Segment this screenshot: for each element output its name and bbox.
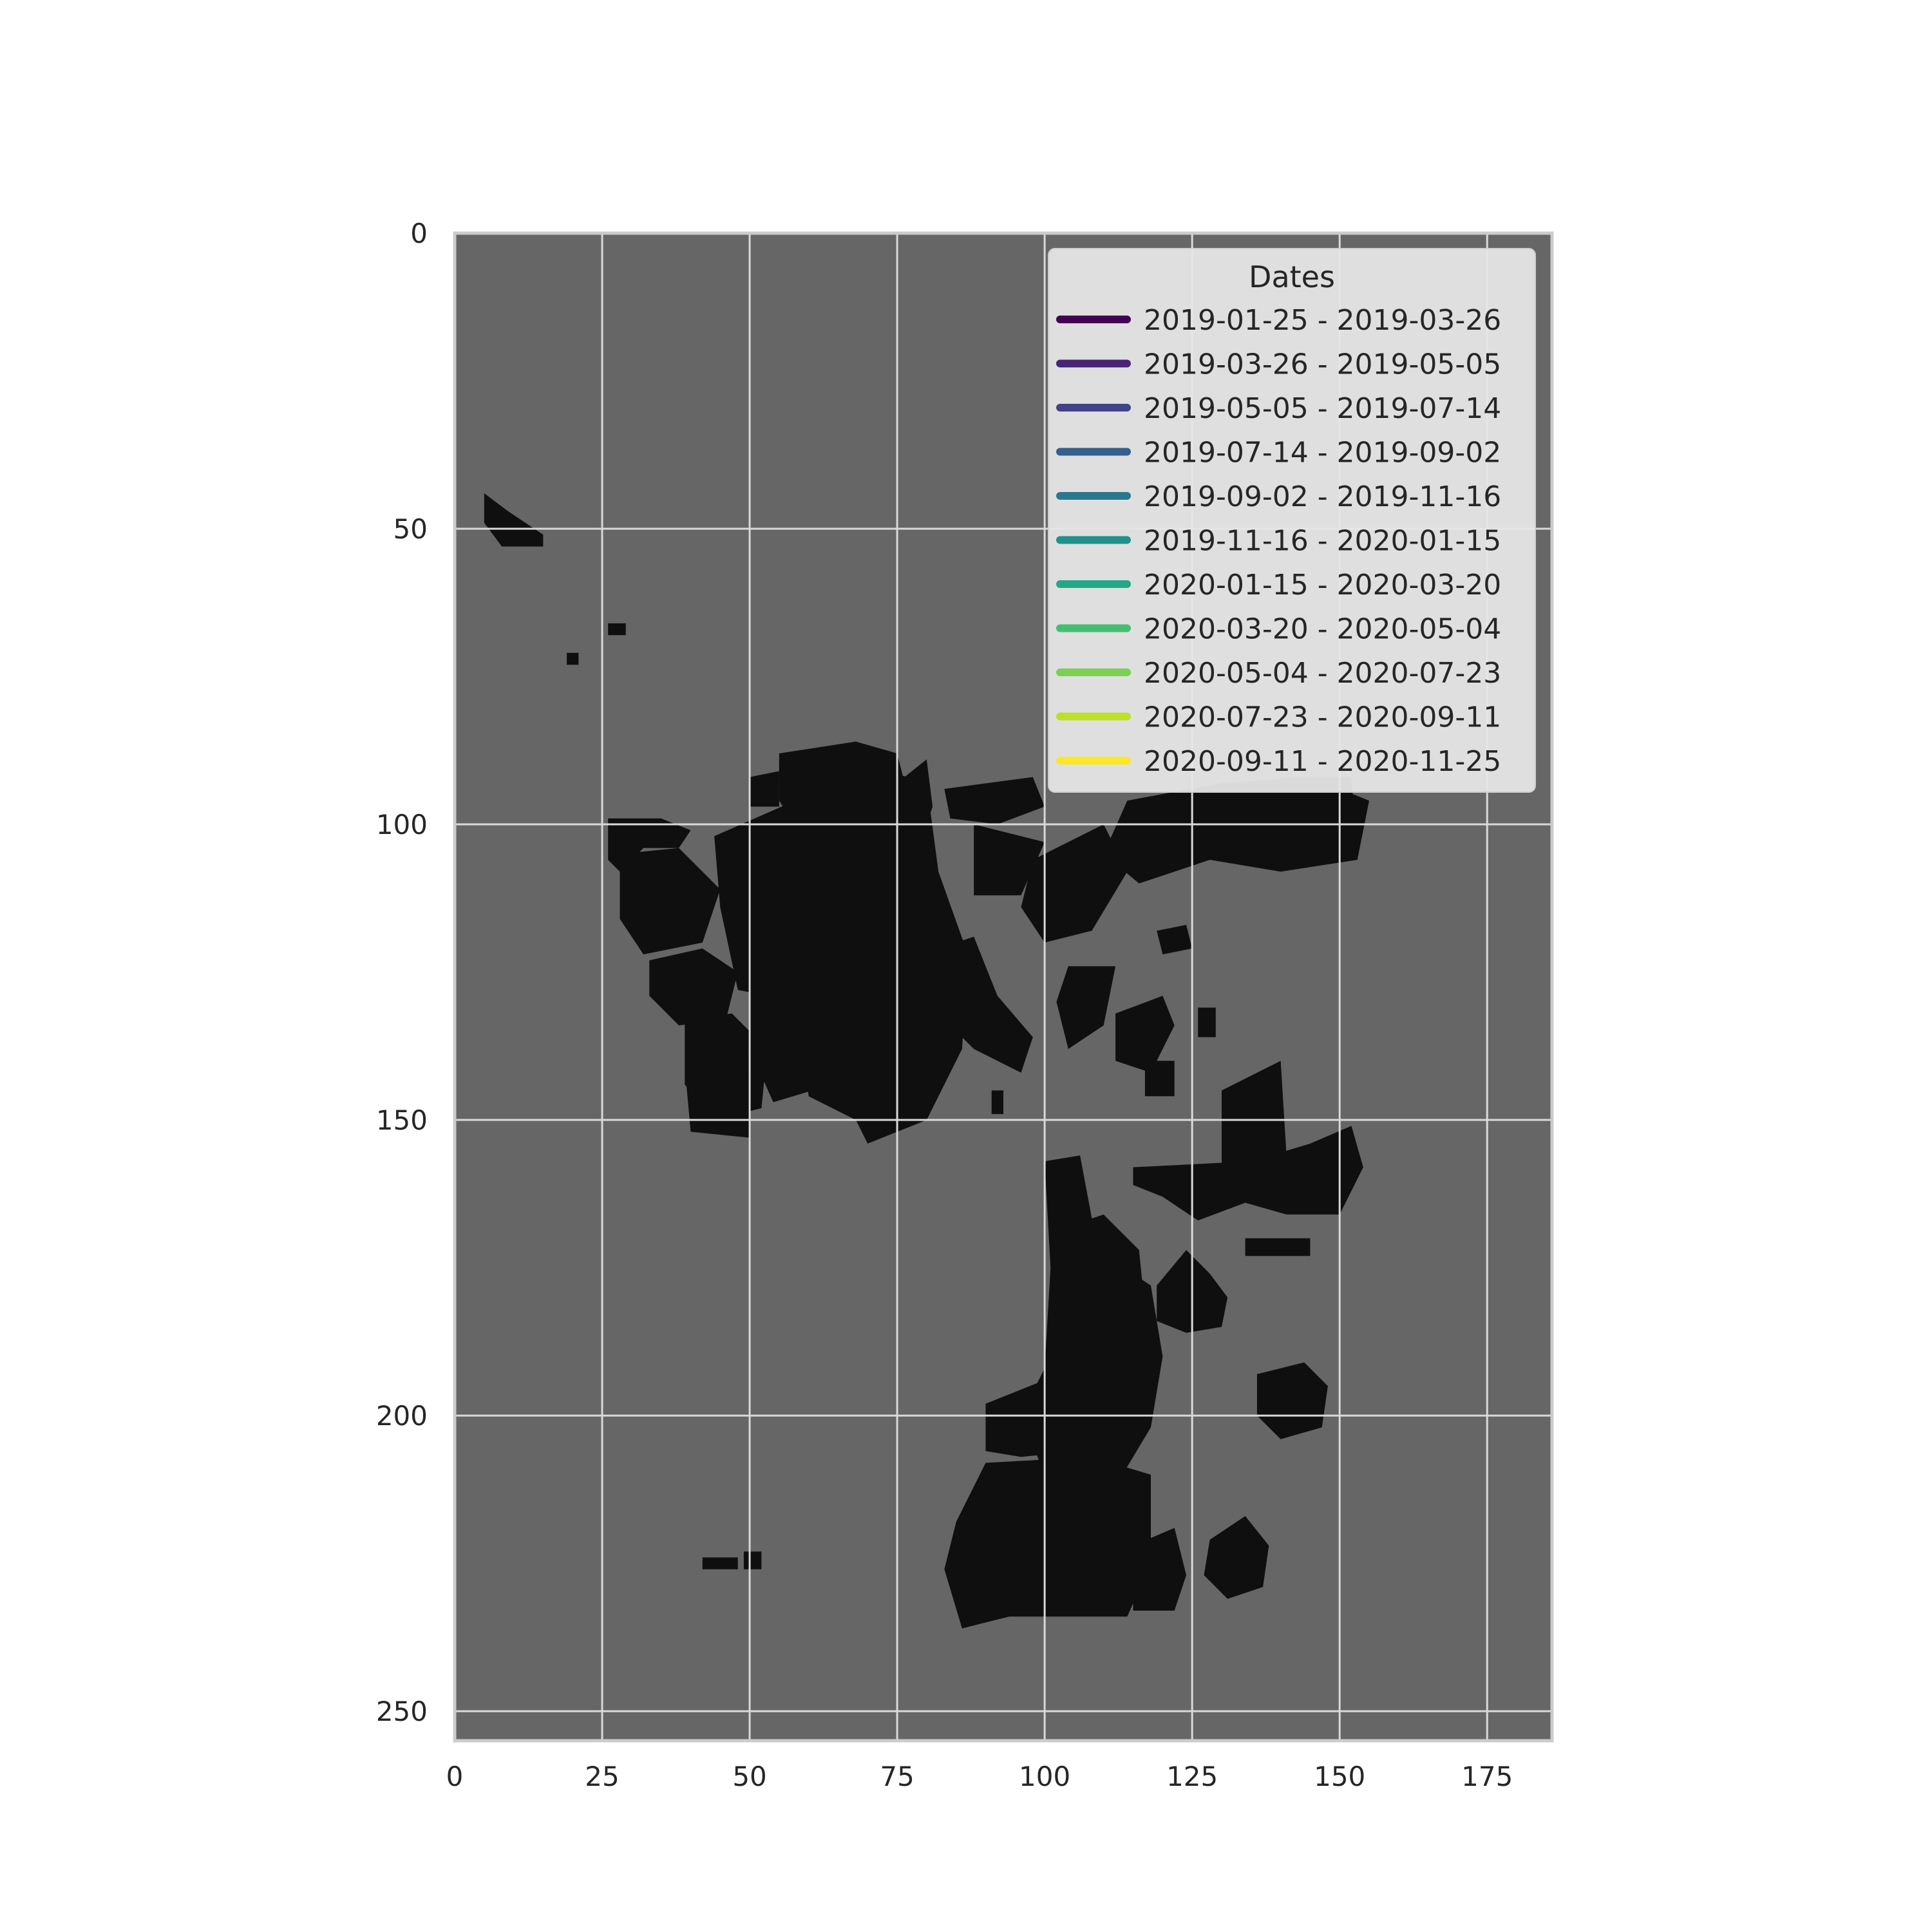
region-11 xyxy=(826,954,886,1026)
legend-label-9: 2020-07-23 - 2020-09-11 xyxy=(1144,701,1501,734)
region-42 xyxy=(743,1551,762,1569)
region-26 xyxy=(1139,1013,1163,1037)
y-tick-label-150: 150 xyxy=(376,1104,428,1136)
region-13 xyxy=(750,771,779,807)
region-0 xyxy=(484,493,544,547)
region-18 xyxy=(974,824,1045,896)
legend-label-4: 2019-09-02 - 2019-11-16 xyxy=(1144,480,1501,513)
legend-label-2: 2019-05-05 - 2019-07-14 xyxy=(1144,392,1501,425)
x-tick-label-100: 100 xyxy=(1019,1761,1070,1792)
region-31 xyxy=(1062,1214,1145,1404)
region-25 xyxy=(1144,1061,1175,1097)
region-44 xyxy=(567,652,579,665)
region-37 xyxy=(1227,1557,1251,1582)
region-15 xyxy=(879,1078,909,1097)
region-27 xyxy=(1198,1007,1216,1037)
region-41 xyxy=(702,1557,738,1569)
legend-title: Dates xyxy=(1249,260,1335,294)
region-23 xyxy=(1157,925,1193,954)
legend-label-6: 2020-01-15 - 2020-03-20 xyxy=(1144,569,1501,601)
legend-label-7: 2020-03-20 - 2020-05-04 xyxy=(1144,613,1501,646)
region-2 xyxy=(620,848,721,954)
x-tick-label-175: 175 xyxy=(1461,1761,1513,1792)
region-5 xyxy=(685,1066,750,1138)
x-tick-label-75: 75 xyxy=(880,1761,914,1792)
legend-label-1: 2019-03-26 - 2019-05-05 xyxy=(1144,348,1501,381)
region-45 xyxy=(991,1090,1003,1114)
y-tick-label-100: 100 xyxy=(376,809,428,840)
region-17 xyxy=(944,777,1045,824)
legend-label-10: 2020-09-11 - 2020-11-25 xyxy=(1144,745,1501,778)
region-16 xyxy=(938,936,1033,1073)
legend-label-0: 2019-01-25 - 2019-03-26 xyxy=(1144,304,1501,337)
y-tick-label-50: 50 xyxy=(393,513,428,545)
region-20 xyxy=(1056,966,1116,1049)
x-tick-label-125: 125 xyxy=(1166,1761,1218,1792)
region-35 xyxy=(1133,1528,1186,1611)
y-tick-label-200: 200 xyxy=(376,1400,428,1432)
plot-frame xyxy=(453,231,1554,1743)
region-34 xyxy=(944,1457,1151,1629)
legend-label-3: 2019-07-14 - 2019-09-02 xyxy=(1144,437,1501,469)
legend-box xyxy=(1048,248,1536,793)
region-19 xyxy=(1021,824,1128,943)
y-tick-label-0: 0 xyxy=(410,218,428,249)
region-3 xyxy=(649,948,738,1026)
y-tick-label-250: 250 xyxy=(376,1696,428,1727)
x-tick-label-0: 0 xyxy=(446,1761,464,1792)
x-tick-label-50: 50 xyxy=(732,1761,766,1792)
region-40 xyxy=(1245,1238,1311,1256)
region-22 xyxy=(1280,777,1358,860)
x-tick-label-150: 150 xyxy=(1314,1761,1365,1792)
region-12 xyxy=(891,759,933,860)
region-43 xyxy=(608,623,626,636)
legend-label-8: 2020-05-04 - 2020-07-23 xyxy=(1144,657,1501,690)
legend-label-5: 2019-11-16 - 2020-01-15 xyxy=(1144,525,1501,558)
region-14 xyxy=(779,753,815,783)
region-39 xyxy=(1280,1386,1311,1416)
x-tick-label-25: 25 xyxy=(585,1761,619,1792)
region-29 xyxy=(1133,1126,1363,1221)
region-33 xyxy=(985,1380,1133,1457)
